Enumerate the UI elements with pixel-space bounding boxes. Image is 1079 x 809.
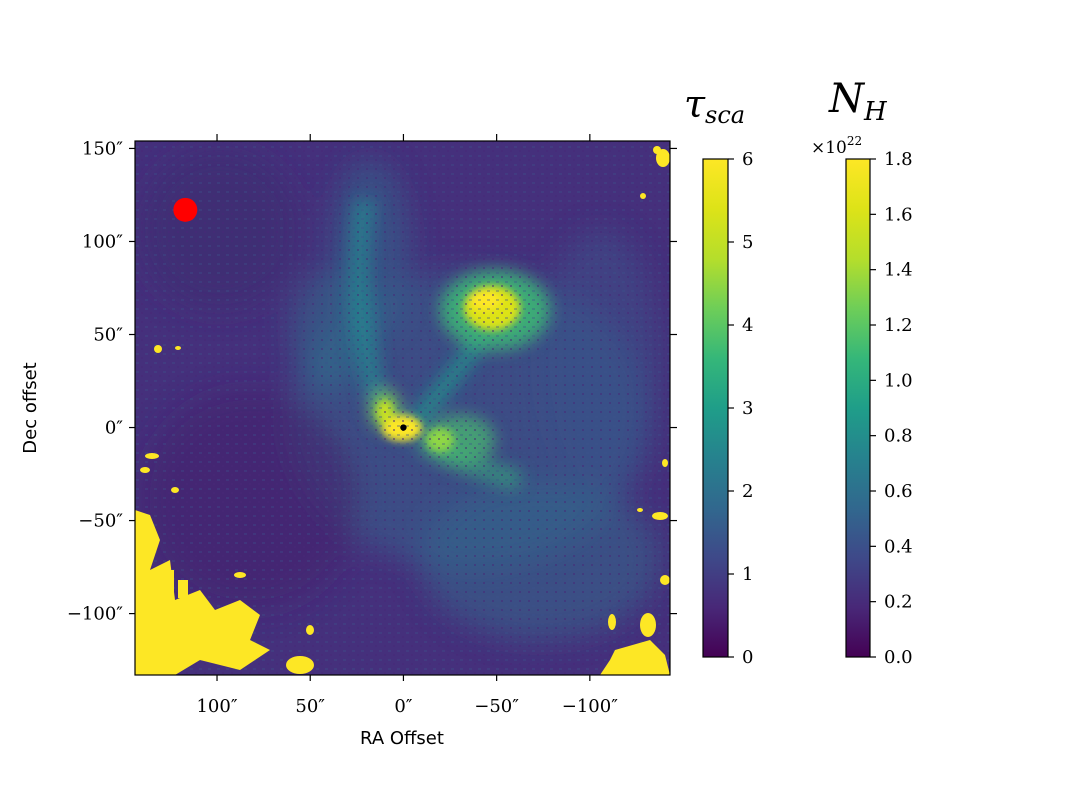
colorbar-tick-label: 0.0 bbox=[884, 647, 913, 668]
tau-colorbar-title: τsca bbox=[684, 82, 745, 129]
heatmap-image bbox=[135, 141, 670, 675]
y-tick-label: 0″ bbox=[105, 418, 123, 439]
y-tick-label: 50″ bbox=[93, 325, 123, 346]
beam-marker bbox=[173, 197, 198, 222]
nh-colorbar-title: NH bbox=[828, 76, 888, 127]
x-axis-ticks: 100″ 50″ 0″ −50″ −100″ bbox=[196, 134, 618, 717]
y-tick-label: −50″ bbox=[78, 511, 123, 532]
x-tick-label: 0″ bbox=[394, 696, 412, 717]
colorbar-tick-label: 1.6 bbox=[884, 204, 913, 225]
colorbar-tick-label: 0.2 bbox=[884, 592, 913, 613]
y-tick-label: −100″ bbox=[67, 604, 123, 625]
y-axis-label: Dec offset bbox=[20, 362, 41, 453]
colorbar-tick-label: 1.4 bbox=[884, 260, 913, 281]
x-axis-label: RA Offset bbox=[360, 728, 444, 749]
y-axis-ticks: 150″ 100″ 50″ 0″ −50″ −100″ bbox=[67, 138, 677, 625]
x-tick-label: 100″ bbox=[196, 696, 237, 717]
source-marker bbox=[400, 424, 407, 431]
x-tick-label: −50″ bbox=[474, 696, 519, 717]
x-tick-label: −100″ bbox=[562, 696, 618, 717]
colorbar-tick-label: 1.0 bbox=[884, 370, 913, 391]
nh-colorbar-offset: ×1022 bbox=[811, 134, 862, 158]
colorbar-tick-label: 6 bbox=[742, 149, 753, 170]
tau-colorbar bbox=[702, 158, 729, 658]
colorbar-tick-label: 0.8 bbox=[884, 426, 913, 447]
colorbar-tick-label: 4 bbox=[742, 315, 753, 336]
colorbar-tick-label: 1.8 bbox=[884, 149, 913, 170]
colorbar-tick-label: 3 bbox=[742, 398, 753, 419]
colorbar-tick-label: 1.2 bbox=[884, 315, 913, 336]
nh-colorbar bbox=[845, 158, 871, 658]
y-tick-label: 100″ bbox=[82, 231, 123, 252]
y-tick-label: 150″ bbox=[82, 138, 123, 159]
colorbar-tick-label: 0.4 bbox=[884, 536, 913, 557]
plot-frame bbox=[134, 140, 671, 676]
colorbar-tick-label: 1 bbox=[742, 564, 753, 585]
colorbar-tick-label: 2 bbox=[742, 481, 753, 502]
x-tick-label: 50″ bbox=[295, 696, 325, 717]
nh-colorbar-ticks: 0.0 0.2 0.4 0.6 0.8 1.0 1.2 1.4 1.6 1.8 bbox=[870, 149, 913, 668]
tau-colorbar-ticks: 0 1 2 3 4 5 6 bbox=[728, 149, 753, 668]
colorbar-tick-label: 5 bbox=[742, 232, 753, 253]
colorbar-tick-label: 0.6 bbox=[884, 481, 913, 502]
colorbar-tick-label: 0 bbox=[742, 647, 753, 668]
